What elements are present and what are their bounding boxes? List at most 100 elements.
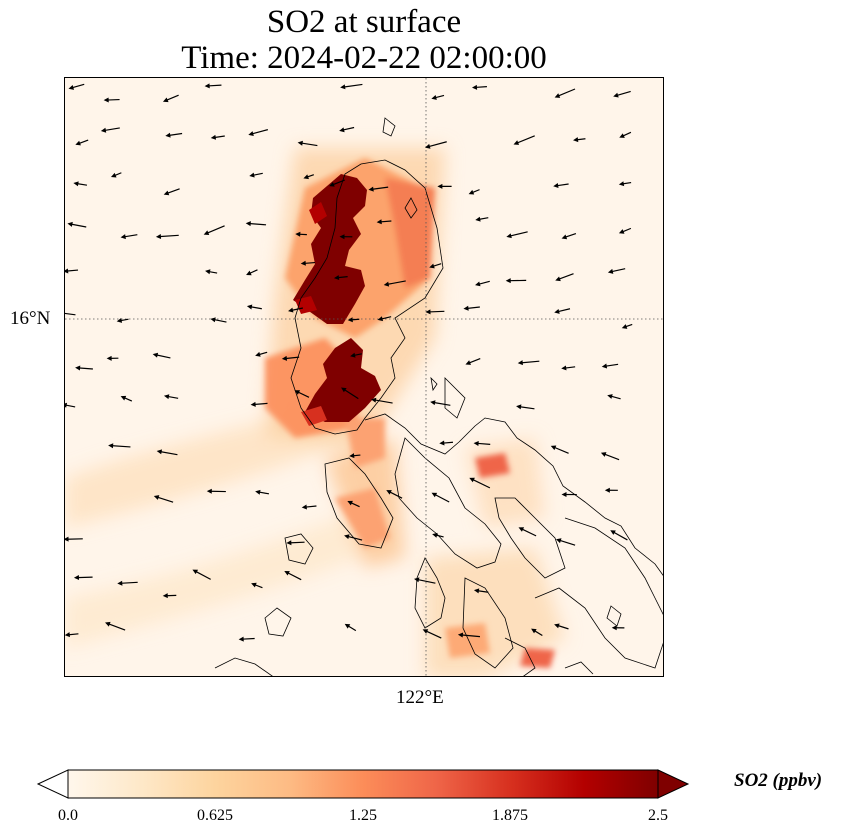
- wind-arrow-shaft: [71, 83, 85, 89]
- wind-arrow-shaft: [612, 531, 628, 541]
- wind-arrow-head: [607, 268, 614, 274]
- wind-arrow-head: [371, 397, 377, 403]
- wind-arrow-head: [554, 623, 560, 629]
- latitude-tick-label: 16°N: [10, 308, 51, 329]
- wind-arrow-shaft: [65, 312, 76, 316]
- wind-arrow-head: [473, 440, 479, 446]
- wind-arrow-head: [65, 536, 69, 542]
- wind-arrow-shaft: [346, 535, 363, 541]
- wind-arrow-head: [344, 623, 351, 629]
- wind-arrow-shaft: [341, 126, 355, 131]
- longitude-tick-label: 122°E: [396, 687, 444, 708]
- wind-arrow-head: [414, 577, 420, 583]
- wind-arrow-head: [117, 580, 123, 586]
- wind-arrow-head: [281, 355, 288, 361]
- wind-arrow-shaft: [556, 183, 569, 187]
- wind-arrow-head: [506, 233, 512, 239]
- colorbar-tick-0: 0.0: [58, 807, 78, 824]
- wind-arrow-head: [430, 400, 436, 406]
- wind-arrow-head: [192, 569, 199, 575]
- wind-arrow-head: [153, 495, 160, 500]
- wind-arrow-shaft: [467, 358, 481, 364]
- wind-arrow-shaft: [509, 231, 528, 237]
- wind-arrow-shaft: [516, 135, 535, 144]
- wind-arrow-head: [108, 443, 114, 449]
- map-canvas: [65, 78, 663, 676]
- wind-arrow-head: [246, 270, 252, 276]
- wind-arrow-head: [152, 352, 159, 358]
- wind-arrow-head: [475, 216, 481, 222]
- wind-arrow-shaft: [249, 306, 262, 310]
- wind-arrow-shaft: [433, 401, 451, 406]
- wind-arrow-head: [475, 281, 481, 287]
- wind-arrow-head: [613, 92, 619, 98]
- wind-arrow-head: [344, 534, 350, 540]
- wind-arrow-head: [163, 190, 170, 196]
- wind-arrow-shaft: [78, 367, 93, 370]
- wind-arrow-head: [383, 281, 390, 287]
- wind-arrow-shaft: [558, 539, 576, 546]
- wind-arrow-head: [75, 365, 81, 371]
- wind-arrow-head: [120, 234, 126, 240]
- wind-arrow-head: [517, 360, 523, 366]
- wind-arrow-shaft: [427, 141, 447, 148]
- wind-arrow-head: [249, 172, 255, 178]
- wind-arrow-shaft: [289, 541, 305, 544]
- so2-field-core: [293, 174, 381, 426]
- wind-arrow-head: [422, 629, 429, 634]
- wind-arrow-head: [600, 452, 607, 457]
- colorbar-min-extend: [36, 769, 69, 799]
- wind-arrow-head: [248, 131, 254, 136]
- wind-arrow-shaft: [166, 188, 180, 195]
- colorbar-tick-4: 2.5: [648, 807, 668, 824]
- wind-arrow-shaft: [300, 142, 318, 147]
- wind-arrow-shaft: [371, 186, 389, 190]
- wind-arrow-head: [618, 181, 625, 187]
- wind-arrow-shaft: [466, 306, 480, 310]
- wind-arrow-head: [463, 305, 469, 311]
- wind-arrow-shaft: [471, 478, 491, 489]
- map-panel: [64, 77, 664, 677]
- wind-arrow-head: [469, 477, 475, 483]
- wind-arrow-shaft: [70, 223, 87, 228]
- wind-arrow-head: [294, 390, 301, 395]
- wind-arrow-shaft: [120, 581, 138, 584]
- wind-arrow-head: [333, 275, 340, 281]
- wind-arrow-head: [340, 84, 346, 90]
- wind-arrow-shaft: [194, 570, 211, 580]
- wind-arrow-head: [155, 234, 162, 240]
- wind-arrow-shaft: [123, 234, 138, 238]
- colorbar-label: SO2 (ppbv): [734, 770, 823, 791]
- wind-arrow-head: [377, 316, 384, 322]
- wind-arrow-head: [65, 632, 70, 638]
- wind-arrow-head: [339, 127, 345, 133]
- wind-arrow-head: [65, 268, 69, 274]
- chart-title-line-1: SO2 at surface: [266, 4, 462, 40]
- wind-arrow-head: [255, 489, 261, 495]
- wind-arrow-shaft: [213, 318, 227, 323]
- wind-arrow-head: [386, 490, 392, 495]
- wind-arrow-head: [255, 351, 261, 357]
- wind-arrow-head: [431, 95, 437, 100]
- wind-arrow-head: [301, 504, 307, 510]
- wind-arrow-head: [297, 140, 303, 146]
- wind-arrow-head: [619, 133, 625, 138]
- wind-arrow-head: [75, 140, 81, 146]
- wind-arrow-head: [431, 492, 438, 498]
- wind-arrow-head: [288, 307, 294, 313]
- wind-arrow-head: [120, 395, 127, 401]
- wind-arrow-head: [286, 540, 292, 546]
- wind-arrow-head: [554, 93, 561, 98]
- coastlines: [214, 117, 663, 676]
- wind-arrow-head: [550, 445, 557, 451]
- wind-arrow-head: [468, 189, 475, 195]
- wind-arrow-head: [329, 182, 335, 187]
- wind-arrow-head: [432, 532, 438, 538]
- wind-arrow-head: [210, 317, 216, 323]
- wind-arrow-shaft: [615, 90, 631, 97]
- wind-arrow-head: [437, 183, 443, 189]
- wind-arrow-head: [246, 304, 253, 310]
- wind-arrow-head: [429, 263, 435, 269]
- wind-arrow-head: [611, 625, 617, 631]
- wind-arrow-shaft: [603, 453, 620, 461]
